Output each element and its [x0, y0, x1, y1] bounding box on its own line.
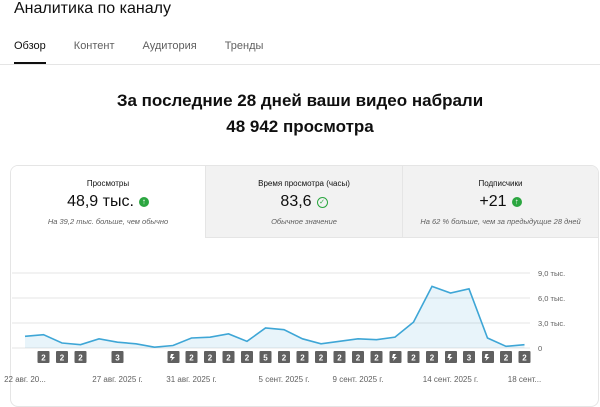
upload-count: 2 — [189, 354, 194, 363]
icon-glyph — [170, 354, 175, 361]
up-icon: ↑ — [138, 197, 149, 207]
metric-value: +21 — [479, 193, 507, 210]
upload-marker — [74, 351, 87, 363]
x-tick-label: 27 авг. 2025 г. — [92, 375, 142, 384]
icon-glyph — [484, 354, 490, 361]
y-tick-label: 6,0 тыс. — [538, 294, 565, 303]
upload-count: 2 — [282, 354, 287, 363]
upload-marker — [463, 351, 475, 363]
upload-marker — [407, 351, 420, 363]
upload-marker — [222, 351, 235, 363]
upload-marker — [370, 351, 383, 363]
upload-count: 3 — [115, 354, 120, 363]
upload-marker — [315, 351, 327, 363]
metric-value-row: +21 ↑ — [403, 193, 598, 211]
plot: 0 3,0 тыс. 6,0 тыс. 9,0 тыс. 22 авг. 20... 27… — [4, 269, 565, 384]
upload-marker — [352, 351, 364, 363]
x-tick-label: 18 сент... — [508, 375, 541, 384]
metric-label: Подписчики — [478, 179, 523, 188]
metric-note: На 39,2 тыс. больше, чем обычно — [47, 217, 169, 226]
metric-value-row: 83,6 ✓ — [206, 193, 402, 211]
video-icon-glyphs — [170, 354, 490, 361]
upload-count: 2 — [78, 354, 83, 363]
upload-marker — [278, 351, 290, 363]
metric[interactable]: Время просмотра (часы) 83,6 ✓ Обычное зна… — [206, 166, 403, 238]
upload-marker — [185, 351, 198, 363]
upload-count: 2 — [356, 354, 361, 363]
metric-value-row: 48,9 тыс. ↑ — [11, 193, 205, 211]
upload-count: 2 — [60, 354, 65, 363]
tab[interactable]: Тренды — [224, 40, 264, 52]
metric-note: Обычное значение — [271, 217, 337, 226]
x-tick-label: 14 сент. 2025 г. — [423, 375, 478, 384]
upload-marker — [296, 351, 309, 363]
upload-count: 2 — [41, 354, 46, 363]
x-tick-label: 5 сент. 2025 г. — [259, 375, 310, 384]
headline-line: За последние 28 дней ваши видео набрали — [116, 91, 484, 110]
upload-count: 2 — [504, 354, 509, 363]
page-title: Аналитика по каналу — [14, 0, 171, 17]
metric-label: Время просмотра (часы) — [258, 179, 350, 188]
tab[interactable]: Обзор — [14, 40, 46, 64]
y-tick-label: 3,0 тыс. — [538, 319, 565, 328]
upload-count: 2 — [522, 354, 527, 363]
metric-note: На 62 % больше, чем за предыдущие 28 дне… — [420, 217, 581, 226]
metric-label: Просмотры — [86, 179, 130, 188]
tab-bar: Обзор Контент Аудитория Тренды — [14, 40, 263, 64]
upload-marker — [37, 351, 50, 363]
upload-marker — [111, 351, 124, 363]
upload-count: 2 — [300, 354, 305, 363]
upload-marker — [241, 351, 253, 363]
divider — [0, 64, 600, 65]
upload-marker — [204, 351, 216, 363]
y-tick-label: 9,0 тыс. — [538, 269, 565, 278]
upload-count: 2 — [430, 354, 435, 363]
metrics-card: Просмотры 48,9 тыс. ↑ На 39,2 тыс. больше… — [10, 165, 599, 407]
upload-count: 2 — [245, 354, 250, 363]
icon-glyph — [447, 354, 453, 361]
headline: За последние 28 дней ваши видео набрали … — [0, 88, 600, 140]
upload-count: 3 — [467, 354, 472, 363]
upload-count: 2 — [337, 354, 342, 363]
up-icon: ↑ — [511, 197, 522, 207]
tab[interactable]: Контент — [73, 40, 115, 52]
x-tick-label: 9 сент. 2025 г. — [333, 375, 384, 384]
x-tick-label: 31 авг. 2025 г. — [166, 375, 216, 384]
upload-count: 2 — [226, 354, 231, 363]
headline-total: 48 942 просмотра — [226, 117, 374, 136]
y-tick-label: 0 — [538, 344, 542, 353]
upload-marker — [333, 351, 346, 363]
check-icon: ✓ — [316, 196, 328, 208]
upload-count: 5 — [263, 354, 268, 363]
upload-marker — [518, 351, 531, 363]
metric-value: 83,6 — [280, 193, 312, 210]
area — [25, 286, 525, 348]
upload-count: 2 — [374, 354, 379, 363]
upload-marker — [426, 351, 438, 363]
upload-marker — [500, 351, 512, 363]
tab[interactable]: Аудитория — [142, 40, 197, 52]
upload-count: 2 — [411, 354, 416, 363]
line — [24, 285, 525, 348]
metric[interactable]: Просмотры 48,9 тыс. ↑ На 39,2 тыс. больше… — [11, 166, 206, 238]
video-icons — [167, 351, 494, 363]
metric[interactable]: Подписчики +21 ↑ На 62 % больше, чем за п… — [403, 166, 598, 238]
upload-count: 2 — [319, 354, 324, 363]
x-tick-label: 22 авг. 20... — [4, 375, 46, 384]
upload-marker — [259, 351, 272, 363]
upload-marker — [56, 351, 68, 363]
metric-value: 48,9 тыс. — [67, 193, 134, 210]
upload-count: 2 — [208, 354, 213, 363]
icon-glyph — [392, 354, 397, 361]
